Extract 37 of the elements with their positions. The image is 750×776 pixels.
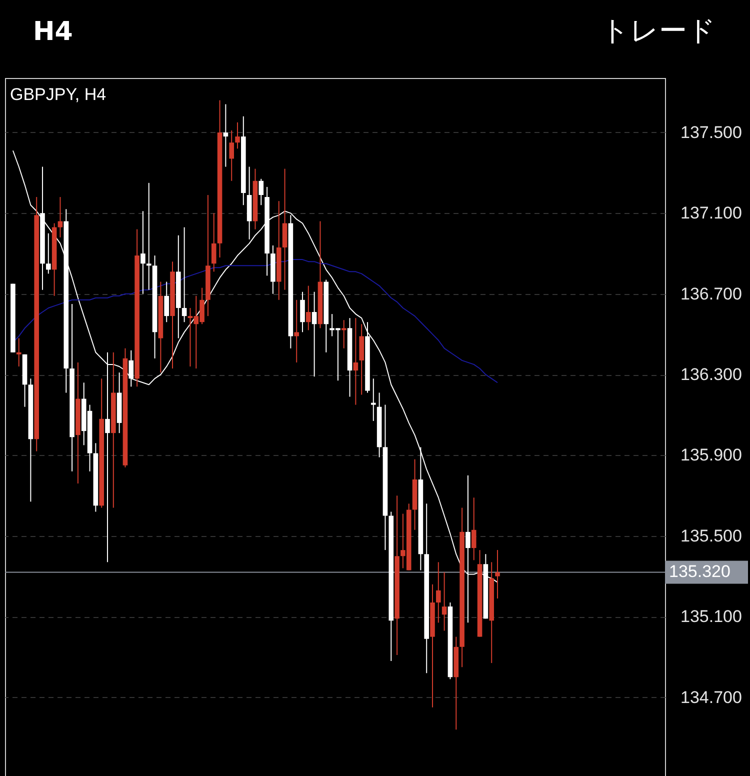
text: トレード [601, 14, 716, 47]
candlestick [312, 291, 317, 378]
candlestick [300, 291, 305, 333]
candlestick [229, 130, 234, 182]
candlestick [258, 178, 264, 206]
candlestick [235, 122, 240, 150]
y-tick-label: 135.500 [680, 526, 742, 546]
y-tick-label: 136.300 [680, 365, 742, 384]
candlestick [211, 212, 216, 272]
candlestick [105, 352, 110, 563]
candlestick [353, 318, 358, 406]
y-tick-label: 135.900 [680, 446, 742, 465]
candlestick [306, 285, 311, 331]
ref-line-label: 135.320 [669, 562, 730, 582]
chart-title: GBPJPY, H4 [10, 85, 106, 104]
text: H4 [33, 17, 73, 47]
candlestick [182, 226, 187, 323]
y-tick-label: 136.700 [680, 284, 742, 304]
y-tick-label: 134.700 [680, 688, 742, 707]
candlestick [146, 182, 152, 290]
candlestick [436, 562, 441, 624]
candlestick [140, 210, 146, 294]
candlestick [294, 299, 299, 363]
y-tick-label: 137.100 [680, 204, 742, 223]
y-tick-label: 137.500 [680, 122, 742, 142]
candlestick [495, 550, 500, 599]
candlestick [442, 572, 447, 632]
candlestick [128, 350, 134, 388]
candlestick [58, 196, 63, 238]
candlestick [471, 497, 476, 561]
candlestick [46, 232, 51, 274]
candlestick [164, 281, 169, 323]
candlestick [223, 104, 228, 168]
candlestick [371, 378, 376, 422]
candlestick [341, 320, 346, 349]
candlestick [16, 338, 22, 367]
y-tick-label: 135.100 [680, 607, 742, 626]
